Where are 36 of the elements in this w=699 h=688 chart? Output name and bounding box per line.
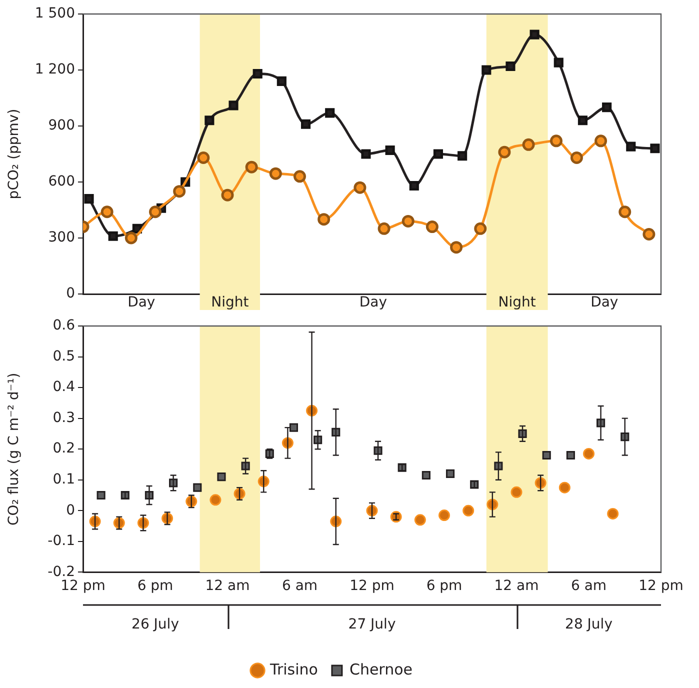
x-tick-label: 12 pm	[350, 578, 394, 594]
x-tick-label: 6 am	[282, 578, 318, 594]
y-tick-label: 0.3	[52, 410, 75, 426]
y-tick-label: 0.6	[52, 318, 76, 334]
legend-label: Chernoe	[349, 660, 412, 678]
x-tick-label: 12 am	[205, 578, 250, 594]
y-tick-label: 0.5	[52, 348, 75, 364]
y-tick-label: 0.4	[52, 379, 76, 396]
y-tick-label: 1 200	[34, 62, 75, 78]
y-tick-label: -0.2	[48, 564, 75, 580]
y-tick-label: 0.2	[52, 440, 75, 457]
legend-label: Trisino	[269, 660, 318, 678]
x-tick-label: 12 pm	[638, 578, 684, 594]
x2-tick-label: 26 July	[132, 616, 179, 633]
band-label: Night	[498, 294, 536, 311]
x-tick-label: 6 am	[570, 578, 607, 594]
y-axis-title: CO₂ flux (g C m⁻² d⁻¹)	[6, 372, 22, 526]
x-tick-label: 6 pm	[426, 578, 462, 594]
y-tick-label: 900	[48, 118, 75, 134]
y-tick-label: 1 500	[34, 6, 75, 22]
x2-tick-label: 27 July	[348, 616, 396, 633]
x-tick-label: 12 am	[494, 578, 539, 594]
x-tick-label: 6 pm	[137, 578, 174, 594]
band-label: Night	[211, 294, 250, 311]
x-tick-label: 12 pm	[60, 578, 106, 594]
x2-tick-label: 28 July	[565, 616, 612, 633]
y-tick-label: 300	[48, 230, 75, 246]
y-tick-label: -0.1	[48, 533, 75, 550]
y-tick-label: 600	[48, 174, 75, 190]
y-tick-label: 0.1	[52, 472, 75, 488]
text: Day	[128, 294, 156, 311]
text: Day	[359, 294, 388, 311]
text: Day	[590, 294, 618, 311]
y-axis-title: pCO₂ (ppmv)	[6, 108, 22, 200]
y-tick-label: 0	[66, 286, 75, 302]
y-tick-label: 0	[66, 502, 75, 518]
